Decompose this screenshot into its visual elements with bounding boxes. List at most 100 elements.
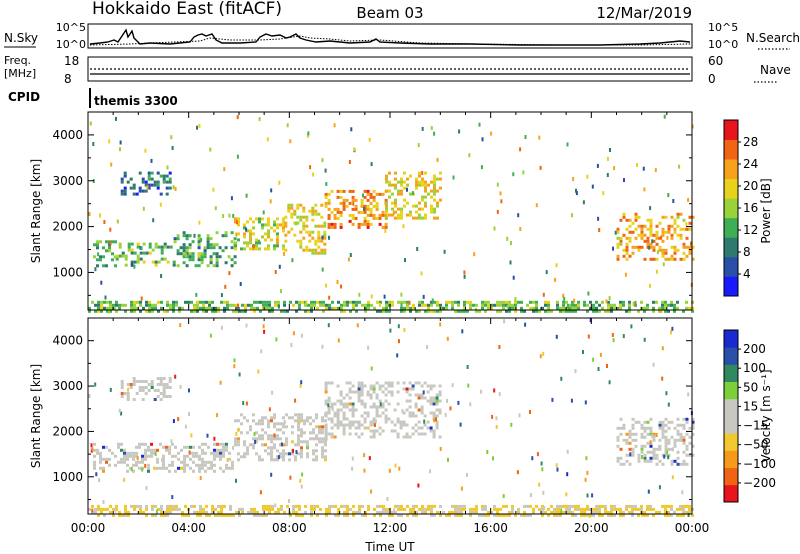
heatmap-cell xyxy=(276,223,279,227)
heatmap-cell xyxy=(154,263,158,267)
heatmap-cell xyxy=(289,139,292,144)
heatmap-cell xyxy=(126,469,129,473)
heatmap-cell xyxy=(406,187,408,192)
heatmap-cell xyxy=(302,206,306,210)
heatmap-cell xyxy=(565,300,568,304)
heatmap-cell xyxy=(245,227,248,232)
heatmap-cell xyxy=(324,440,327,444)
heatmap-cell xyxy=(108,457,111,461)
heatmap-cell xyxy=(195,451,198,455)
heatmap-cell xyxy=(355,309,358,313)
heatmap-cell xyxy=(168,171,172,175)
heatmap-cell xyxy=(299,203,303,207)
heatmap-cell xyxy=(271,504,274,508)
heatmap-cell xyxy=(333,216,337,220)
heatmap-cell xyxy=(225,448,228,452)
heatmap-cell xyxy=(412,306,415,310)
heatmap-cell xyxy=(445,303,448,307)
heatmap-cell xyxy=(634,245,638,249)
heatmap-cell xyxy=(324,423,328,427)
colorbar-segment xyxy=(724,381,738,400)
heatmap-cell xyxy=(342,405,346,409)
heatmap-cell xyxy=(667,510,670,514)
heatmap-cell xyxy=(360,204,364,208)
heatmap-cell xyxy=(577,507,580,511)
heatmap-cell xyxy=(400,309,403,313)
heatmap-cell xyxy=(571,510,574,514)
heatmap-cell xyxy=(378,216,382,220)
heatmap-cell xyxy=(162,389,166,392)
heatmap-cell xyxy=(538,135,541,140)
heatmap-cell xyxy=(201,442,204,446)
heatmap-cell xyxy=(622,426,626,430)
heatmap-cell xyxy=(385,303,388,307)
heatmap-cell xyxy=(148,306,151,310)
heatmap-cell xyxy=(259,309,262,313)
heatmap-cell xyxy=(598,309,601,313)
heatmap-cell xyxy=(608,380,611,385)
heatmap-cell xyxy=(188,388,190,393)
heatmap-cell xyxy=(190,309,193,313)
heatmap-cell xyxy=(394,210,397,214)
heatmap-cell xyxy=(237,443,240,447)
heatmap-cell xyxy=(568,303,571,307)
heatmap-cell xyxy=(270,446,273,450)
colorbar-segment xyxy=(724,347,738,365)
heatmap-cell xyxy=(631,450,635,454)
heatmap-cell xyxy=(418,300,421,304)
heatmap-cell xyxy=(282,455,285,459)
heatmap-cell xyxy=(141,389,145,392)
heatmap-cell xyxy=(129,386,133,389)
heatmap-cell xyxy=(234,220,237,224)
heatmap-cell xyxy=(628,447,632,451)
heatmap-cell xyxy=(185,253,188,258)
heatmap-cell xyxy=(273,433,276,438)
heatmap-cell xyxy=(574,513,577,517)
heatmap-cell xyxy=(292,504,295,508)
heatmap-cell xyxy=(249,235,252,239)
heatmap-cell xyxy=(424,183,427,187)
heatmap-cell xyxy=(136,260,140,264)
heatmap-cell xyxy=(311,212,315,216)
heatmap-cell xyxy=(670,245,674,249)
heatmap-cell xyxy=(423,419,426,424)
heatmap-cell xyxy=(499,513,502,517)
heatmap-cell xyxy=(290,212,294,216)
heatmap-cell xyxy=(643,429,647,433)
heatmap-cell xyxy=(186,454,189,458)
heatmap-cell xyxy=(246,229,249,233)
heatmap-cell xyxy=(664,450,668,454)
heatmap-cell xyxy=(345,402,349,406)
heatmap-cell xyxy=(658,510,661,514)
heatmap-cell xyxy=(495,416,498,421)
heatmap-cell xyxy=(424,189,427,193)
heatmap-cell xyxy=(670,303,673,307)
heatmap-cell xyxy=(315,443,318,447)
heatmap-cell xyxy=(649,456,653,460)
colorbar-tick-label: 50 xyxy=(743,380,758,394)
heatmap-cell xyxy=(255,431,258,435)
heatmap-cell xyxy=(619,432,623,436)
heatmap-cell xyxy=(505,300,508,304)
heatmap-cell xyxy=(156,183,160,187)
heatmap-cell xyxy=(422,294,425,299)
heatmap-cell xyxy=(411,387,415,391)
heatmap-cell xyxy=(670,330,672,335)
heatmap-cell xyxy=(541,513,544,517)
heatmap-cell xyxy=(496,510,499,514)
heatmap-cell xyxy=(114,240,117,244)
heatmap-cell xyxy=(541,510,544,514)
heatmap-cell xyxy=(300,431,303,435)
heatmap-cell xyxy=(227,255,231,259)
heatmap-cell xyxy=(150,177,154,181)
heatmap-cell xyxy=(325,303,328,307)
heatmap-cell xyxy=(586,504,589,508)
heatmap-cell xyxy=(423,396,427,400)
heatmap-cell xyxy=(433,177,436,181)
heatmap-cell xyxy=(199,513,202,517)
heatmap-cell xyxy=(320,239,324,243)
heatmap-cell xyxy=(369,195,373,199)
heatmap-cell xyxy=(336,411,340,415)
heatmap-cell xyxy=(556,510,559,514)
